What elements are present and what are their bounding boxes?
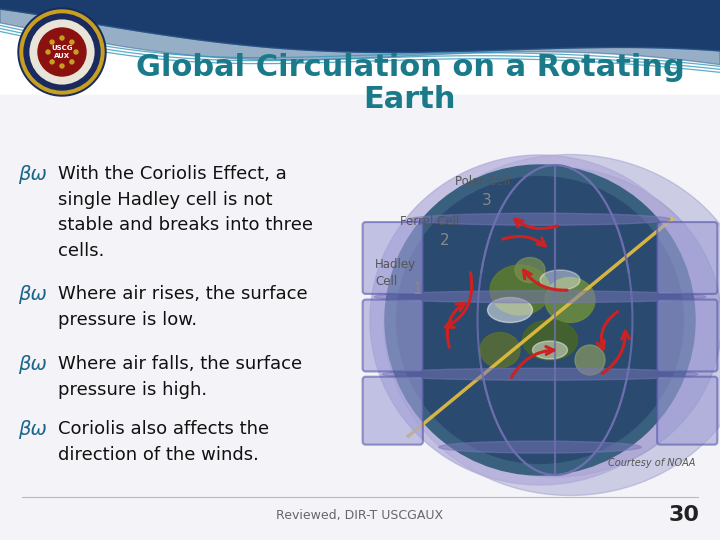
Text: βω: βω bbox=[18, 420, 47, 439]
FancyBboxPatch shape bbox=[657, 377, 717, 444]
Ellipse shape bbox=[540, 270, 580, 290]
Ellipse shape bbox=[410, 213, 670, 225]
Text: Courtesy of NOAA: Courtesy of NOAA bbox=[608, 458, 695, 468]
Circle shape bbox=[74, 50, 78, 54]
Circle shape bbox=[60, 36, 64, 40]
Circle shape bbox=[18, 8, 106, 96]
Ellipse shape bbox=[523, 320, 577, 360]
Circle shape bbox=[50, 40, 54, 44]
Circle shape bbox=[20, 10, 104, 94]
Ellipse shape bbox=[490, 265, 550, 315]
Text: 30: 30 bbox=[669, 505, 700, 525]
Text: βω: βω bbox=[18, 165, 47, 184]
Text: Reviewed, DIR-T USCGAUX: Reviewed, DIR-T USCGAUX bbox=[276, 509, 444, 522]
FancyBboxPatch shape bbox=[657, 222, 717, 294]
Circle shape bbox=[38, 28, 86, 76]
Ellipse shape bbox=[575, 345, 605, 375]
Text: Polar Cell: Polar Cell bbox=[455, 175, 510, 188]
Text: Coriolis also affects the
direction of the winds.: Coriolis also affects the direction of t… bbox=[58, 420, 269, 464]
Text: Hadley
Cell: Hadley Cell bbox=[375, 258, 416, 288]
FancyBboxPatch shape bbox=[363, 300, 423, 372]
Ellipse shape bbox=[385, 165, 695, 475]
Circle shape bbox=[70, 60, 74, 64]
Circle shape bbox=[28, 18, 96, 86]
Circle shape bbox=[24, 14, 100, 90]
Ellipse shape bbox=[487, 298, 533, 322]
Text: 3: 3 bbox=[482, 193, 492, 208]
Polygon shape bbox=[0, 9, 720, 65]
FancyBboxPatch shape bbox=[657, 300, 717, 372]
Text: With the Coriolis Effect, a
single Hadley cell is not
stable and breaks into thr: With the Coriolis Effect, a single Hadle… bbox=[58, 165, 313, 260]
Text: Where air falls, the surface
pressure is high.: Where air falls, the surface pressure is… bbox=[58, 355, 302, 399]
Circle shape bbox=[50, 60, 54, 64]
Text: βω: βω bbox=[18, 285, 47, 304]
Circle shape bbox=[46, 50, 50, 54]
Polygon shape bbox=[0, 0, 720, 52]
Text: USCG
AUX: USCG AUX bbox=[51, 45, 73, 58]
FancyBboxPatch shape bbox=[363, 222, 423, 294]
Text: βω: βω bbox=[18, 355, 47, 374]
Ellipse shape bbox=[533, 341, 567, 359]
Ellipse shape bbox=[384, 154, 720, 496]
Circle shape bbox=[70, 40, 74, 44]
Ellipse shape bbox=[545, 278, 595, 322]
Ellipse shape bbox=[370, 155, 710, 485]
Ellipse shape bbox=[374, 291, 706, 303]
Ellipse shape bbox=[515, 258, 545, 282]
Text: Global Circulation on a Rotating: Global Circulation on a Rotating bbox=[135, 53, 685, 83]
Ellipse shape bbox=[388, 167, 720, 477]
Ellipse shape bbox=[397, 177, 683, 463]
Text: Ferrel Cell: Ferrel Cell bbox=[400, 215, 459, 228]
Text: 2: 2 bbox=[440, 233, 449, 248]
Bar bbox=[0, 95, 720, 540]
Circle shape bbox=[60, 64, 64, 68]
Ellipse shape bbox=[382, 368, 698, 380]
Ellipse shape bbox=[480, 333, 520, 368]
Text: Where air rises, the surface
pressure is low.: Where air rises, the surface pressure is… bbox=[58, 285, 307, 329]
Text: Earth: Earth bbox=[364, 85, 456, 114]
Ellipse shape bbox=[438, 441, 642, 453]
FancyBboxPatch shape bbox=[363, 377, 423, 444]
Text: 1: 1 bbox=[412, 282, 422, 297]
